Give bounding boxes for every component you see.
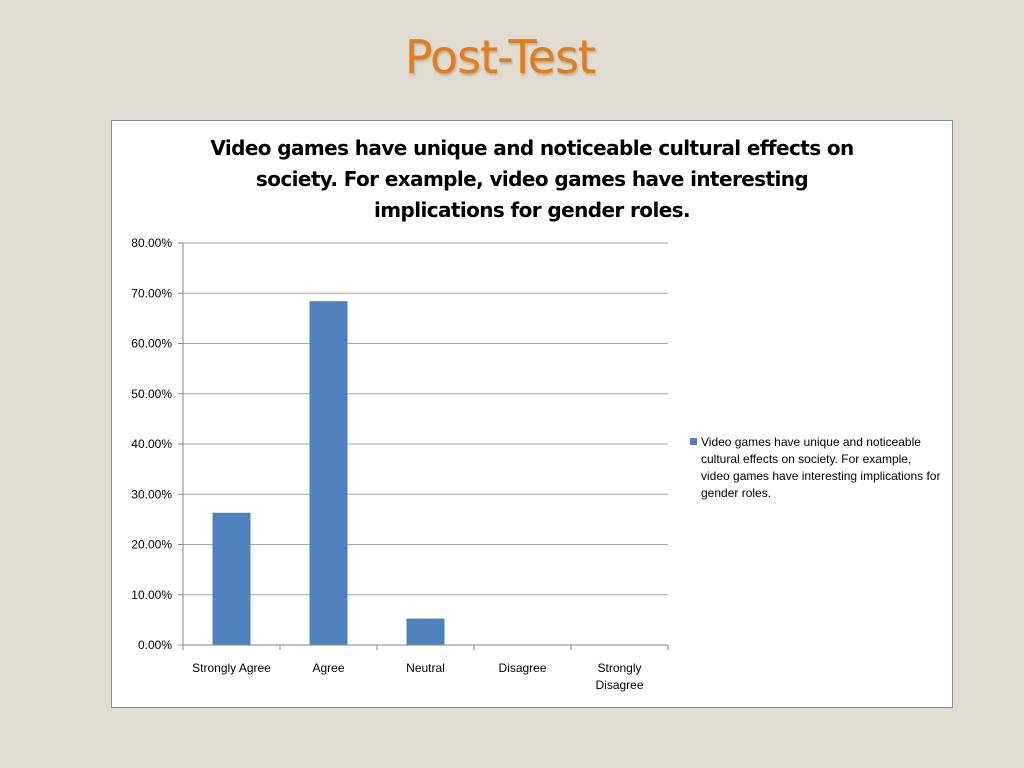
y-tick-label: 30.00%: [131, 487, 172, 501]
y-tick-label: 80.00%: [131, 236, 172, 250]
chart-plot: 0.00% 10.00% 20.00% 30.00% 40.00% 50.00% 60.00…: [131, 236, 669, 692]
y-tick-label: 20.00%: [131, 538, 172, 552]
y-axis-ticks: 0.00% 10.00% 20.00% 30.00% 40.00% 50.00% 60.00…: [131, 236, 172, 652]
legend: Video games have unique and noticeable c…: [690, 434, 942, 502]
y-tick-label: 10.00%: [131, 588, 172, 602]
x-tick-label: Agree: [312, 661, 344, 675]
x-tick-label: Strongly Disagree: [595, 661, 643, 692]
x-tick-label: Disagree: [498, 661, 546, 675]
y-tick-label: 50.00%: [131, 387, 172, 401]
y-tick-label: 60.00%: [131, 337, 172, 351]
gridlines: [178, 242, 668, 646]
legend-swatch: [690, 438, 697, 445]
x-tick-label: Neutral: [406, 661, 445, 675]
y-tick-label: 70.00%: [131, 286, 172, 300]
y-tick-label: 0.00%: [138, 638, 172, 652]
bars: [212, 301, 445, 645]
chart-title: Video games have unique and noticeable c…: [210, 136, 854, 222]
legend-entry: Video games have unique and noticeable c…: [701, 435, 941, 500]
bar-strongly-agree: [212, 512, 251, 645]
bar-neutral: [406, 618, 445, 645]
y-tick-label: 40.00%: [131, 437, 172, 451]
x-axis-ticks: Strongly Agree Agree Neutral Disagree Strong…: [192, 661, 644, 692]
bar-agree: [309, 301, 348, 645]
x-tick-label: Strongly Agree: [192, 661, 271, 675]
slide-title: Post-Test: [404, 30, 596, 84]
chart-frame: Video games have unique and noticeable c…: [111, 120, 953, 708]
axes: [182, 243, 669, 650]
